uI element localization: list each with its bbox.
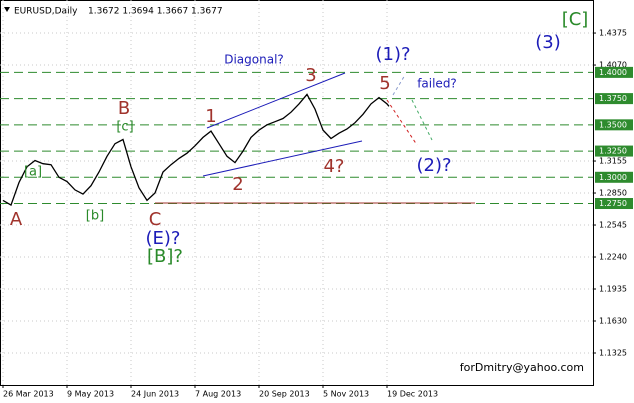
level-label-bg xyxy=(595,171,633,183)
y-tick-label: 1.1325 xyxy=(599,349,627,358)
wave-label: 5 xyxy=(379,73,390,94)
wave-label: [C] xyxy=(562,9,589,30)
x-tick-label: 5 Nov 2013 xyxy=(323,390,369,399)
chart-title: EURUSD,Daily xyxy=(14,7,78,17)
wave-label: A xyxy=(10,209,23,230)
x-tick-label: 19 Dec 2013 xyxy=(387,390,438,399)
level-label-bg xyxy=(595,198,633,210)
y-tick-label: 1.1630 xyxy=(599,317,627,326)
y-tick-label: 1.2850 xyxy=(599,189,627,198)
y-tick-label: 1.2545 xyxy=(599,221,627,230)
wave-label: 1 xyxy=(205,106,216,127)
level-label: 1.3750 xyxy=(599,94,627,103)
wave-label: C xyxy=(149,209,162,230)
level-label: 1.2750 xyxy=(599,199,627,208)
x-tick-label: 24 Jun 2013 xyxy=(131,390,179,399)
wave-label: Diagonal? xyxy=(224,53,284,67)
x-tick-label: 26 Mar 2013 xyxy=(3,390,54,399)
x-tick-label: 9 May 2013 xyxy=(67,390,114,399)
wave-label: [B]? xyxy=(147,246,183,267)
wave-label: failed? xyxy=(417,77,457,91)
level-label-bg xyxy=(595,66,633,78)
x-tick-label: 20 Sep 2013 xyxy=(259,390,310,399)
channel-line xyxy=(206,72,346,129)
wave-label: (E)? xyxy=(146,228,181,249)
level-label-bg xyxy=(595,119,633,131)
level-label: 1.3250 xyxy=(599,147,627,156)
level-label: 1.3500 xyxy=(599,120,627,129)
wave-label: 4? xyxy=(323,156,344,177)
y-tick-label: 1.4375 xyxy=(599,29,627,38)
wave-label: [b] xyxy=(86,209,104,224)
wave-label: (2)? xyxy=(416,155,451,176)
price-readout: 1.3672 1.3694 1.3667 1.3677 xyxy=(88,7,223,17)
x-tick-label: 7 Aug 2013 xyxy=(195,390,241,399)
y-tick-label: 1.2240 xyxy=(599,253,627,262)
y-tick-label: 1.3155 xyxy=(599,157,627,166)
wave-label: (3) xyxy=(535,32,561,53)
header-icon xyxy=(4,7,10,12)
level-label: 1.3000 xyxy=(599,173,627,182)
wave-label: [c] xyxy=(116,120,133,135)
watermark: forDmitry@yahoo.com xyxy=(460,361,584,374)
wave-label: (1)? xyxy=(375,44,410,65)
level-label-bg xyxy=(595,145,633,157)
wave-label: B xyxy=(118,98,130,119)
y-tick-label: 1.1935 xyxy=(599,285,627,294)
price-line xyxy=(2,93,390,207)
wave-label: 2 xyxy=(232,174,243,195)
level-label-bg xyxy=(595,93,633,105)
wave-label: 3 xyxy=(305,65,316,86)
channel-line xyxy=(202,140,363,177)
projection-line xyxy=(392,74,406,96)
level-label: 1.4000 xyxy=(599,68,627,77)
y-tick-label: 1.4070 xyxy=(599,61,627,70)
projection-line xyxy=(411,99,433,141)
wave-label: [a] xyxy=(24,165,42,180)
